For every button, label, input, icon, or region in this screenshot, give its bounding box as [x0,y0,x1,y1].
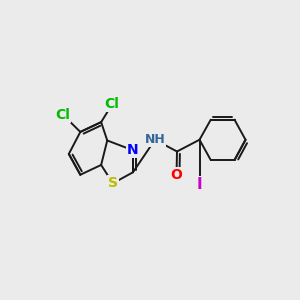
Text: N: N [127,143,139,157]
Text: Cl: Cl [55,107,70,122]
Text: NH: NH [145,133,165,146]
Text: S: S [108,176,118,190]
Text: O: O [171,168,182,182]
Text: Cl: Cl [105,97,120,111]
Text: I: I [197,177,202,192]
